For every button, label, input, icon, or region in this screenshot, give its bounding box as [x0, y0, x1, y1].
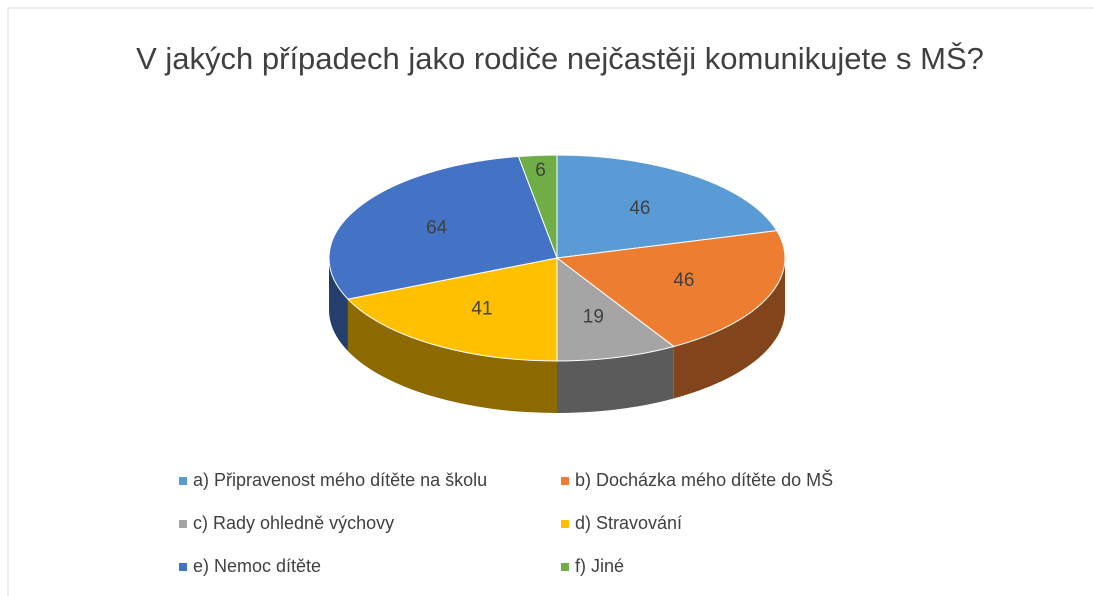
data-label: 46	[673, 270, 694, 291]
legend-swatch	[179, 563, 187, 571]
slice-side	[557, 346, 674, 413]
slice	[556, 154, 778, 259]
data-label: 6	[535, 160, 546, 181]
slice	[517, 154, 558, 259]
slice	[555, 230, 786, 348]
slice-side	[347, 299, 557, 413]
slice-side	[673, 258, 785, 399]
data-label: 64	[426, 218, 448, 239]
slice	[346, 257, 558, 362]
legend-label: d) Stravování	[575, 513, 682, 533]
legend-label: c) Rady ohledně výchovy	[193, 513, 394, 533]
data-label: 19	[583, 307, 604, 328]
legend-label: b) Docházka mého dítěte do MŠ	[575, 469, 833, 490]
legend-label: a) Připravenost mého dítěte na školu	[193, 470, 487, 490]
data-label: 46	[629, 198, 650, 219]
data-label: 41	[471, 299, 492, 320]
chart-title: V jakých případech jako rodiče nejčastěj…	[136, 41, 984, 76]
legend-swatch	[179, 477, 187, 485]
legend-swatch	[561, 520, 569, 528]
legend-swatch	[561, 563, 569, 571]
slice-side	[329, 258, 348, 352]
legend-swatch	[179, 520, 187, 528]
legend-swatch	[561, 477, 569, 485]
slice	[556, 256, 675, 362]
slice	[328, 155, 558, 300]
legend-label: f) Jiné	[575, 556, 624, 576]
legend-label: e) Nemoc dítěte	[193, 556, 321, 576]
